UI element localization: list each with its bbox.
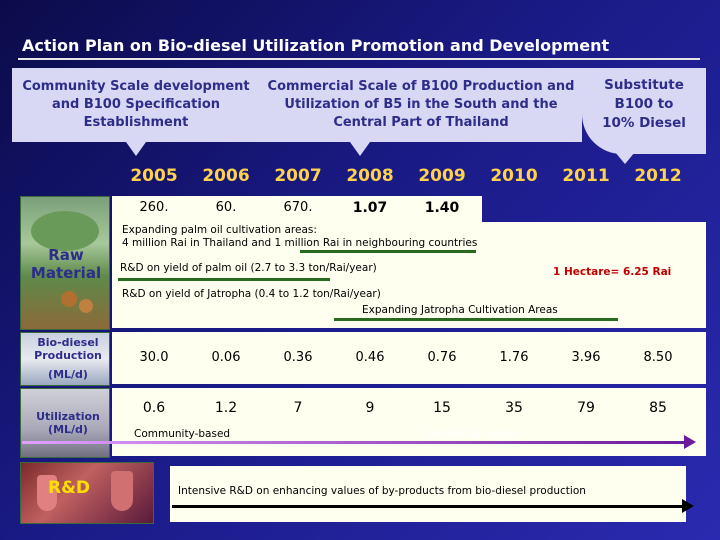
production-label-line1: Bio-diesel [37, 336, 99, 349]
raw-value-2006: 60. [215, 200, 237, 215]
production-image [20, 332, 110, 386]
expanding-jatropha-text: Expanding Jatropha Cultivation Areas [362, 304, 558, 316]
raw-material-label: Raw Material [20, 246, 112, 282]
substitute-line2: B100 to [614, 96, 674, 112]
production-values-row: 30.0 0.06 0.36 0.46 0.76 1.76 3.96 8.50 [118, 350, 706, 370]
raw-material-band [112, 222, 706, 328]
raw-value-2009: 1.40 [424, 200, 460, 216]
raw-label-line2: Material [30, 264, 102, 282]
production-value-2006: 0.06 [211, 350, 241, 365]
utilization-label-line1: Utilization [36, 410, 100, 423]
palm-leaf-shape [31, 211, 99, 251]
utilization-value-2011: 79 [577, 400, 595, 416]
palm-fruit-shape-2 [79, 299, 93, 313]
title-underline [18, 58, 700, 60]
rd-arrow-line [172, 505, 684, 508]
production-value-2012: 8.50 [643, 350, 673, 365]
commercial-based-label: Commercial-based [420, 428, 519, 440]
production-label-line3: (ML/d) [48, 368, 88, 381]
year-2011: 2011 [562, 166, 610, 186]
raw-values-band [112, 196, 482, 222]
raw-value-2005: 260. [139, 200, 169, 215]
utilization-value-2012: 85 [649, 400, 667, 416]
utilization-value-2006: 1.2 [214, 400, 238, 416]
palm-fruit-image [20, 196, 110, 330]
production-value-2011: 3.96 [571, 350, 601, 365]
years-row: 2005 2006 2007 2008 2009 2010 2011 2012 [118, 166, 706, 190]
callout-community-pointer [126, 142, 146, 156]
hectare-note: 1 Hectare= 6.25 Rai [553, 266, 672, 278]
rd-text: Intensive R&D on enhancing values of by-… [178, 485, 586, 497]
utilization-value-2008: 9 [365, 400, 375, 416]
callout-community-scale: Community Scale development and B100 Spe… [12, 68, 260, 142]
utilization-label: Utilization (ML/d) [20, 410, 116, 436]
rd-band [170, 466, 686, 522]
rd-arrow-head [682, 499, 694, 513]
callout-substitute-text: Substitute B100 to 10% Diesel [582, 76, 706, 133]
substitute-line3: 10% Diesel [602, 115, 686, 131]
raw-label-line1: Raw [48, 246, 84, 264]
utilization-value-2010: 35 [505, 400, 523, 416]
rd-jatropha-text: R&D on yield of Jatropha (0.4 to 1.2 ton… [122, 288, 381, 300]
callout-substitute-pointer [615, 152, 635, 164]
year-2009: 2009 [418, 166, 466, 186]
year-2006: 2006 [202, 166, 250, 186]
production-label: Bio-diesel Production (ML/d) [20, 336, 116, 381]
year-2007: 2007 [274, 166, 322, 186]
utilization-value-2005: 0.6 [142, 400, 166, 416]
year-2008: 2008 [346, 166, 394, 186]
utilization-value-2009: 15 [433, 400, 451, 416]
raw-value-2007: 670. [283, 200, 313, 215]
year-2010: 2010 [490, 166, 538, 186]
substitute-line1: Substitute [604, 77, 684, 93]
utilization-image [20, 388, 110, 458]
callout-substitute-bg [582, 68, 706, 154]
rd-label: R&D [48, 478, 91, 498]
utilization-band [112, 388, 706, 456]
utilization-arrow-line [22, 441, 688, 444]
community-based-label: Community-based [134, 428, 231, 440]
year-2012: 2012 [634, 166, 682, 186]
expanding-palm-line2: 4 million Rai in Thailand and 1 million … [122, 237, 478, 249]
expanding-palm-text: Expanding palm oil cultivation areas: 4 … [122, 224, 477, 250]
production-value-2009: 0.76 [427, 350, 457, 365]
utilization-arrow-head [684, 435, 696, 449]
lab-flask-shape-2 [111, 471, 133, 511]
rd-palm-text: R&D on yield of palm oil (2.7 to 3.3 ton… [120, 262, 377, 274]
utilization-label-line2: (ML/d) [48, 423, 88, 436]
production-value-2008: 0.46 [355, 350, 385, 365]
palm-expansion-bar [300, 250, 476, 253]
jatropha-expansion-bar [334, 318, 618, 321]
callout-commercial-scale: Commercial Scale of B100 Production and … [260, 68, 582, 142]
production-band [112, 332, 706, 384]
palm-fruit-shape [61, 291, 77, 307]
rd-lab-image [20, 462, 154, 524]
callout-substitute: Substitute B100 to 10% Diesel [582, 68, 706, 154]
callout-commercial-pointer [350, 142, 370, 156]
raw-values-row: 260. 60. 670. 1.07 1.40 [118, 200, 488, 220]
production-value-2010: 1.76 [499, 350, 529, 365]
year-2005: 2005 [130, 166, 178, 186]
production-label-line2: Production [34, 349, 102, 362]
production-value-2005: 30.0 [139, 350, 169, 365]
lab-flask-shape [37, 475, 57, 511]
expanding-palm-line1: Expanding palm oil cultivation areas: [122, 224, 317, 236]
page-title: Action Plan on Bio-diesel Utilization Pr… [22, 36, 610, 55]
raw-value-2008: 1.07 [352, 200, 388, 216]
utilization-values-row: 0.6 1.2 7 9 15 35 79 85 [118, 400, 706, 420]
rd-palm-bar [118, 278, 330, 281]
utilization-value-2007: 7 [293, 400, 303, 416]
production-value-2007: 0.36 [283, 350, 313, 365]
